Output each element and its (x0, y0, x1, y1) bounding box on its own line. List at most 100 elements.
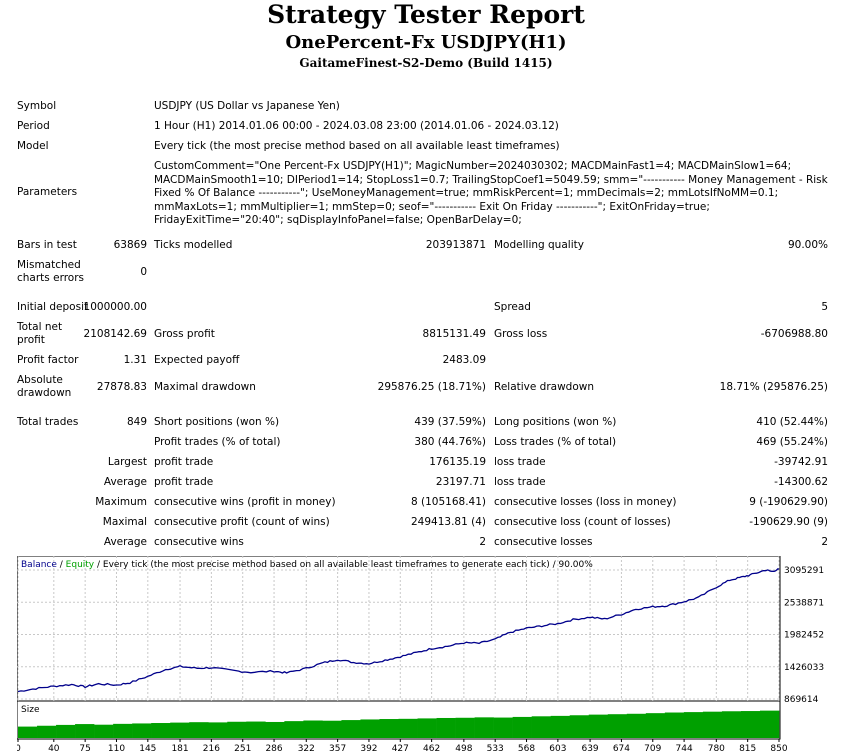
legend-equity: Equity (66, 560, 95, 570)
size-bar (702, 711, 723, 738)
balance-chart: Balance / Equity / Every tick (the most … (17, 556, 824, 754)
y-tick-label: 3095291 (784, 566, 824, 576)
maximal-loss-value: -190629.90 (9) (749, 516, 828, 528)
ltrades-label: Loss trades (% of total) (494, 436, 617, 448)
ltrades-value: 469 (55.24%) (756, 436, 828, 448)
x-tick-label: 780 (708, 744, 725, 754)
x-tick-label: 850 (770, 744, 787, 754)
x-tick-label: 40 (48, 744, 60, 754)
size-bar (740, 711, 761, 738)
x-tick-label: 181 (171, 744, 188, 754)
size-bar (208, 722, 228, 738)
x-tick-label: 322 (298, 744, 315, 754)
chart-frame (17, 556, 781, 740)
spread-value: 5 (821, 301, 828, 313)
size-bar (436, 717, 456, 738)
gross-loss-label: Gross loss (494, 328, 548, 340)
trades-value: 849 (126, 416, 147, 428)
size-bar (607, 714, 628, 738)
size-bar (94, 724, 114, 738)
average-loss-value: -14300.62 (774, 476, 828, 488)
spread-label: Spread (494, 301, 531, 313)
avg-wins-value: 2 (479, 536, 486, 548)
x-tick-label: 498 (455, 744, 472, 754)
report-subtitle: OnePercent-Fx USDJPY(H1) (285, 32, 567, 53)
x-tick-label: 251 (234, 744, 251, 754)
x-tick-label: 75 (79, 744, 90, 754)
y-tick-label: 2538871 (784, 598, 824, 608)
size-bar (474, 717, 494, 738)
average-profit-value: 23197.71 (435, 476, 486, 488)
pf-label: Profit factor (17, 354, 79, 366)
net-label-2: profit (17, 334, 45, 346)
size-bar (759, 710, 780, 738)
avg-losses-value: 2 (821, 536, 828, 548)
size-bar (645, 713, 666, 738)
abs-dd-label-2: drawdown (17, 387, 72, 399)
size-bar (721, 711, 742, 738)
symbol-value: USDJPY (US Dollar vs Japanese Yen) (154, 100, 340, 112)
size-bar (531, 716, 551, 738)
max-dd-value: 295876.25 (18.71%) (377, 381, 486, 393)
size-bar (626, 713, 647, 738)
pf-value: 1.31 (123, 354, 147, 366)
short-label: Short positions (won %) (154, 416, 280, 428)
parameters-value: CustomComment="One Percent-Fx USDJPY(H1)… (154, 160, 828, 226)
trades-label: Total trades (17, 416, 79, 428)
size-bar (455, 717, 475, 738)
mismatch-value: 0 (140, 266, 147, 278)
payoff-value: 2483.09 (442, 354, 486, 366)
x-tick-label: 286 (265, 744, 282, 754)
x-tick-label: 357 (329, 744, 346, 754)
size-bar (170, 722, 190, 738)
size-bar (227, 721, 247, 738)
maximal-profit-label: consecutive profit (count of wins) (154, 516, 330, 528)
average2-label: Average (103, 536, 147, 548)
rel-dd-label: Relative drawdown (494, 381, 595, 393)
size-bar (56, 724, 76, 738)
quality-value: 90.00% (787, 239, 828, 251)
size-bar (417, 718, 437, 738)
size-bar (341, 720, 361, 738)
x-tick-label: 639 (581, 744, 598, 754)
largest-loss-value: -39742.91 (774, 456, 828, 468)
x-tick-label: 533 (487, 744, 504, 754)
net-value: 2108142.69 (83, 328, 147, 340)
size-bar (18, 726, 38, 738)
largest-label: Largest (107, 456, 147, 468)
x-tick-label: 216 (203, 744, 220, 754)
model-value: Every tick (the most precise method base… (154, 140, 560, 152)
bars-value: 63869 (113, 239, 147, 251)
avg-losses-label: consecutive losses (494, 536, 593, 548)
report-title: Strategy Tester Report (267, 0, 585, 29)
size-bar (588, 714, 609, 738)
size-bar (512, 716, 532, 738)
abs-dd-value: 27878.83 (96, 381, 147, 393)
average-profit-label: profit trade (154, 476, 214, 488)
x-tick-label: 744 (676, 744, 693, 754)
x-tick-label: 462 (423, 744, 440, 754)
avg-wins-label: consecutive wins (154, 536, 244, 548)
maximal-profit-value: 249413.81 (4) (411, 516, 486, 528)
largest-loss-label: loss trade (494, 456, 546, 468)
size-bar (246, 721, 266, 738)
symbol-label: Symbol (17, 100, 57, 112)
size-bar (664, 712, 685, 738)
size-bar (303, 720, 323, 738)
max-wins-value: 8 (105168.41) (411, 496, 486, 508)
gross-loss-value: -6706988.80 (760, 328, 828, 340)
payoff-label: Expected payoff (154, 354, 240, 366)
quality-label: Modelling quality (494, 239, 584, 251)
y-tick-label: 1426033 (784, 663, 824, 673)
x-tick-label: 392 (360, 744, 377, 754)
ptrades-label: Profit trades (% of total) (154, 436, 281, 448)
size-bar (113, 723, 133, 738)
size-bar (569, 715, 590, 738)
mismatch-label-2: charts errors (17, 272, 84, 284)
ticks-label: Ticks modelled (154, 239, 233, 251)
maximal-label: Maximal (102, 516, 147, 528)
x-tick-label: 674 (613, 744, 630, 754)
size-bar (75, 724, 95, 738)
abs-dd-label-1: Absolute (17, 374, 63, 386)
report-server: GaitameFinest-S2-Demo (Build 1415) (299, 56, 553, 70)
